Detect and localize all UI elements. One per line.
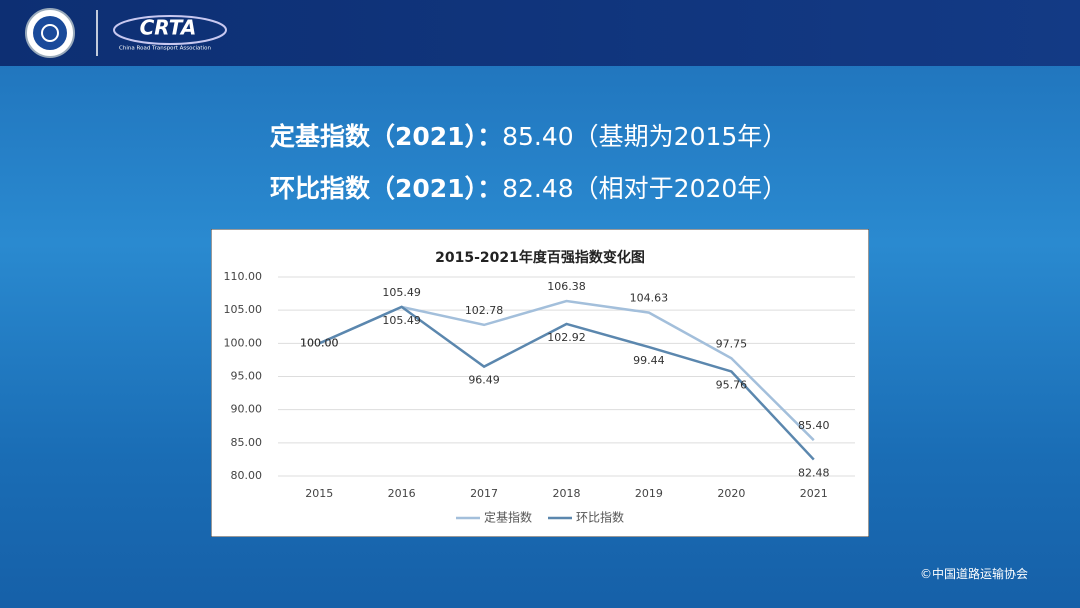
data-label: 95.76 <box>716 378 748 391</box>
y-tick-label: 100.00 <box>224 336 263 349</box>
logos: CRTA China Road Transport Association <box>25 8 227 58</box>
x-tick-label: 2015 <box>305 487 333 500</box>
header-bar: CRTA China Road Transport Association <box>0 0 1080 66</box>
chart: 2015-2021年度百强指数变化图 80.00 85.00 90.00 95.00 1… <box>211 229 869 537</box>
headline-text: 85.40（基期为2015年） <box>502 122 788 151</box>
legend-label: 环比指数 <box>576 510 624 525</box>
logo-text: CRTA <box>140 16 197 40</box>
series-line <box>318 305 815 461</box>
chart-title: 2015-2021年度百强指数变化图 <box>435 249 645 266</box>
data-label: 105.49 <box>382 286 421 299</box>
headline-label: 定基指数（2021）： <box>270 122 503 151</box>
footer: ©中国道路运输协会 <box>919 567 1028 581</box>
x-tick-label: 2018 <box>553 487 581 500</box>
data-label: 85.40 <box>798 419 830 432</box>
x-tick-label: 2021 <box>800 487 828 500</box>
x-tick-label: 2019 <box>635 487 663 500</box>
headline-text: 82.48（相对于2020年） <box>502 174 788 203</box>
data-label: 82.48 <box>798 467 830 480</box>
emblem-inner <box>33 16 67 50</box>
data-label: 102.92 <box>547 331 586 344</box>
headline: 环比指数（2021）：82.48（相对于2020年） <box>270 169 787 205</box>
y-tick-label: 80.00 <box>231 469 263 482</box>
chart-frame <box>211 229 869 537</box>
x-tick-label: 2016 <box>388 487 416 500</box>
headline: 定基指数（2021）：85.40（基期为2015年） <box>270 117 787 153</box>
y-tick-label: 95.00 <box>231 370 263 383</box>
x-tick-label: 2020 <box>717 487 745 500</box>
y-tick-label: 85.00 <box>231 436 263 449</box>
data-label: 102.78 <box>465 304 504 317</box>
x-tick-label: 2017 <box>470 487 498 500</box>
data-label: 104.63 <box>630 292 669 305</box>
y-tick-label: 110.00 <box>224 270 263 283</box>
emblem-wheel <box>41 24 59 42</box>
logo-subtext: China Road Transport Association <box>119 46 211 52</box>
y-tick-label: 90.00 <box>231 403 263 416</box>
data-label: 106.38 <box>547 280 586 293</box>
data-label: 99.44 <box>633 354 665 367</box>
logo-swoosh <box>113 15 227 45</box>
headline-label: 环比指数（2021）： <box>270 174 503 203</box>
data-label: 105.49 <box>382 314 421 327</box>
data-label: 97.75 <box>716 337 748 350</box>
data-label: 100.00 <box>300 336 339 349</box>
legend-label: 定基指数 <box>484 510 532 525</box>
data-label: 96.49 <box>468 374 500 387</box>
y-tick-label: 105.00 <box>224 303 263 316</box>
